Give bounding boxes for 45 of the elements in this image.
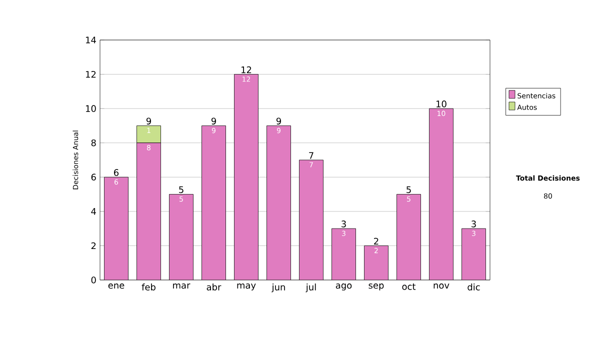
x-tick-label: sep	[368, 284, 384, 290]
x-tick-label: oct	[402, 284, 416, 290]
bar	[462, 228, 486, 280]
bar	[169, 194, 194, 280]
bar	[364, 246, 388, 280]
bar	[299, 160, 324, 280]
y-tick-label: 2	[91, 242, 96, 250]
total-label: 3	[472, 220, 476, 228]
total-label: 9	[276, 118, 281, 125]
x-tick-label: mar	[173, 284, 190, 289]
total-label: 5	[406, 186, 411, 194]
total-label: 12	[242, 66, 252, 74]
bar	[202, 126, 226, 280]
y-tick-label: 12	[86, 70, 96, 78]
x-tick-label: jul	[306, 284, 316, 292]
x-tick-label: ago	[336, 284, 352, 290]
total-label: 2	[374, 238, 378, 244]
x-tick-label: feb	[142, 284, 156, 290]
x-tick-label: dic	[468, 284, 480, 290]
total-label: 9	[146, 118, 151, 125]
bar	[136, 126, 161, 144]
x-tick-label: jun	[272, 284, 285, 292]
x-tick-label: may	[237, 284, 256, 290]
x-tick-label: nov	[434, 284, 450, 289]
x-tick-label: ene	[108, 284, 124, 289]
bar	[234, 74, 258, 280]
x-tick-label: abr	[206, 284, 222, 290]
y-tick-label: 0	[91, 276, 96, 284]
total-label: 9	[211, 118, 216, 125]
bar	[396, 194, 421, 280]
total-label: 5	[179, 186, 184, 194]
bar	[332, 228, 356, 280]
y-tick-label: 6	[91, 174, 96, 181]
y-tick-label: 8	[91, 139, 96, 146]
y-tick-label: 4	[91, 208, 96, 215]
bar	[266, 126, 291, 280]
total-label: 7	[309, 152, 314, 159]
total-label: 3	[342, 220, 346, 228]
y-tick-label: 10	[86, 105, 96, 112]
total-label: 6	[114, 169, 119, 176]
bar	[429, 108, 454, 280]
bar	[136, 142, 161, 280]
total-label: 10	[436, 100, 446, 108]
y-tick-label: 14	[86, 36, 96, 44]
bar	[104, 177, 128, 280]
